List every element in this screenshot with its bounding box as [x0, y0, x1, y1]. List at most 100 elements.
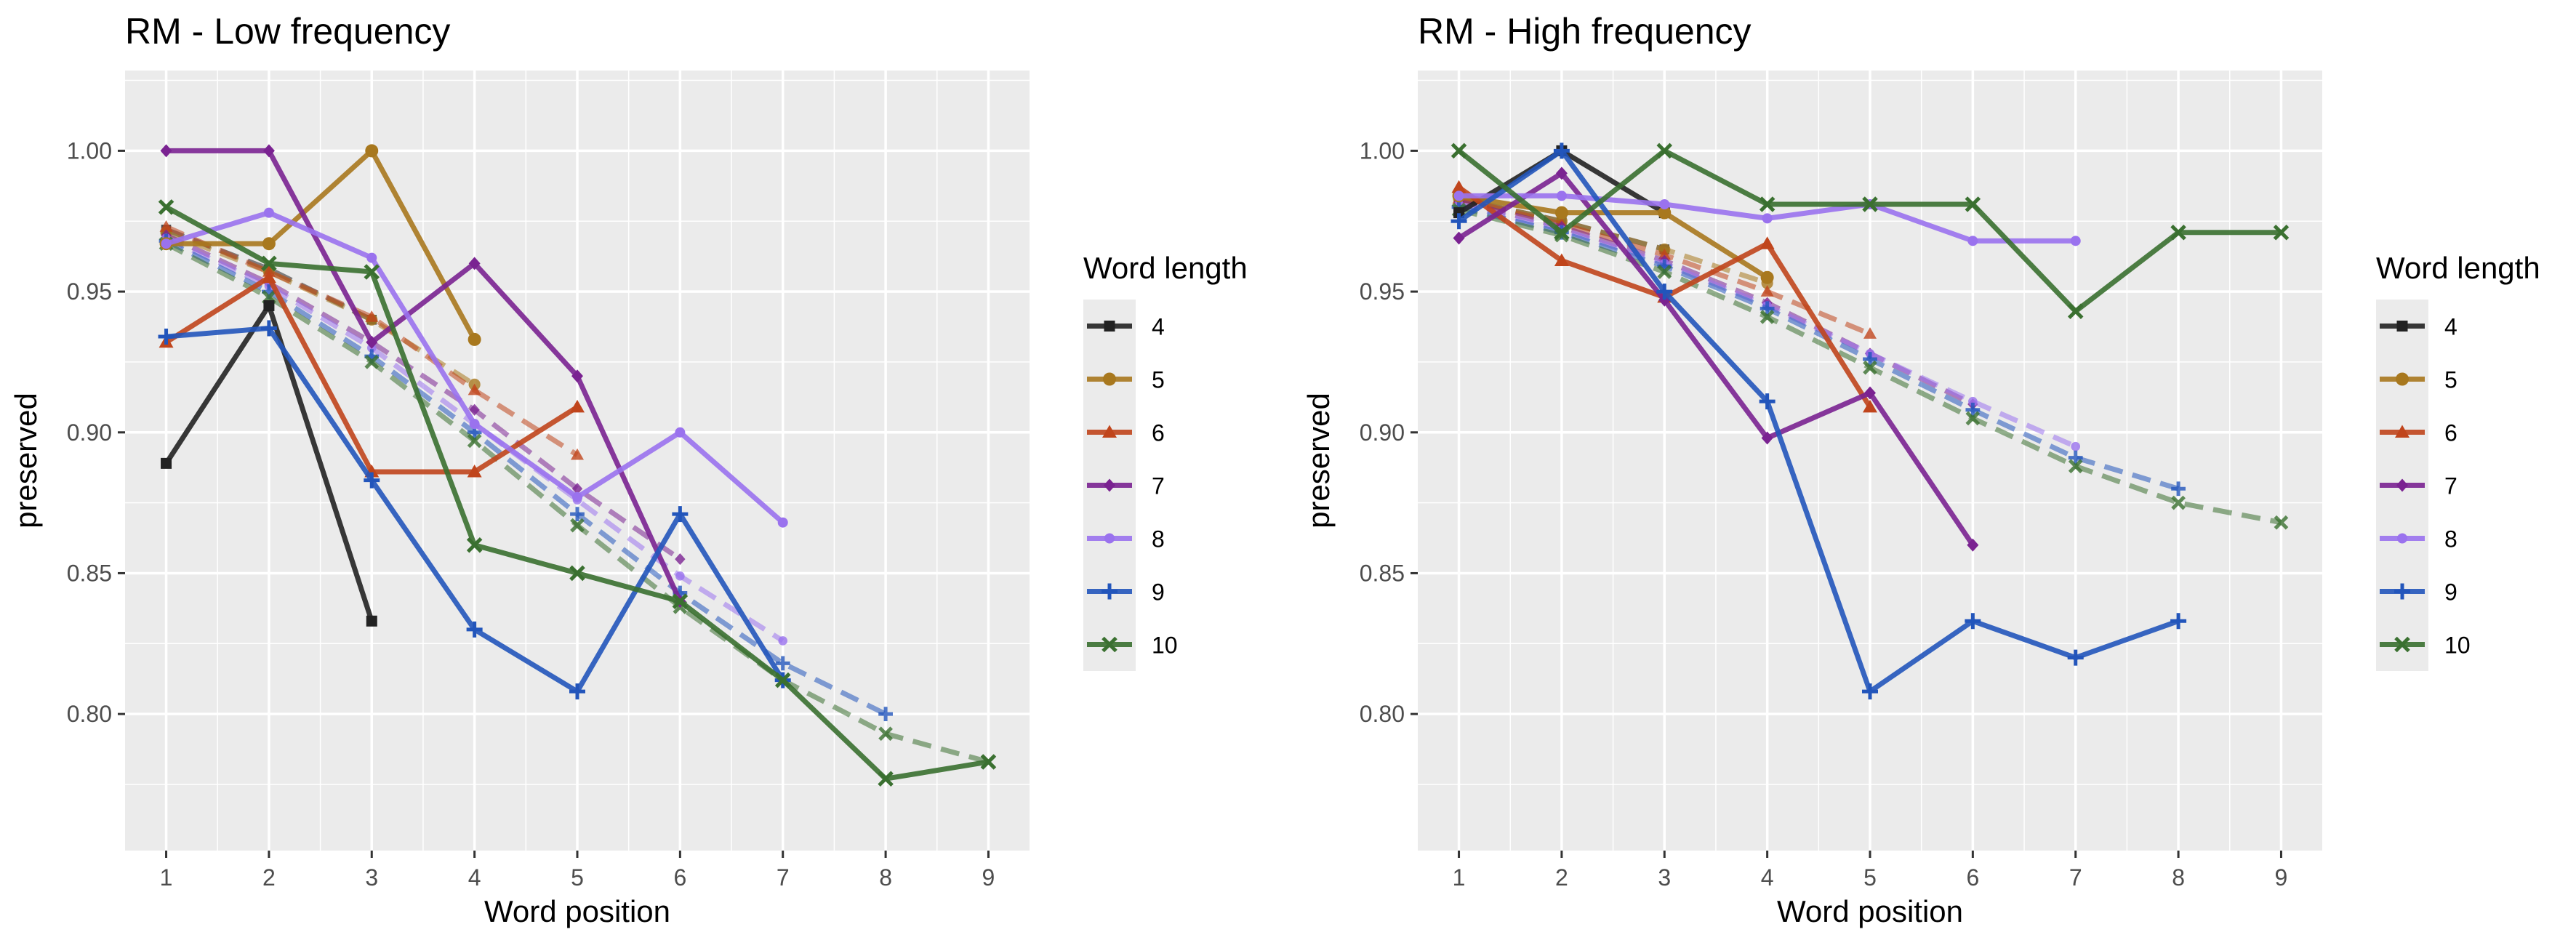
- predicted-point: [1863, 360, 1877, 375]
- observed-point: [1656, 284, 1673, 300]
- observed-line-5: [166, 148, 477, 341]
- observed-point: [2170, 224, 2186, 241]
- legend-swatch-marker: [2396, 478, 2408, 492]
- y-tick-label: 1.00: [1360, 137, 1405, 164]
- legend-swatch-marker: [2394, 583, 2410, 600]
- observed-point: [1761, 431, 1773, 445]
- observed-markers-10: [1450, 142, 2290, 319]
- predicted-point: [878, 726, 893, 742]
- predicted-point: [571, 448, 584, 460]
- legend-label: 9: [2444, 579, 2457, 606]
- x-tick-label: 5: [571, 864, 584, 891]
- predicted-point: [1965, 402, 1981, 417]
- observed-point: [161, 457, 172, 469]
- observed-point: [1862, 196, 1878, 212]
- observed-point: [2070, 236, 2081, 246]
- observed-point: [572, 491, 582, 502]
- observed-point: [672, 506, 689, 523]
- predicted-point: [2068, 450, 2083, 465]
- observed-line-7: [1457, 170, 1975, 547]
- legend-swatch-marker: [1104, 478, 1115, 492]
- observed-point: [1453, 207, 1465, 219]
- observed-point: [570, 399, 585, 413]
- observed-point: [261, 255, 277, 272]
- observed-point: [777, 517, 788, 528]
- predicted-line-9: [1458, 204, 2180, 491]
- observed-point: [1450, 142, 1467, 159]
- legend-label: 7: [1152, 473, 1165, 499]
- chart-panel-1: RM - Low frequency 1 2 3 4 5 6 7 8 9 0.80 0.85 0.90 0…: [9, 11, 1248, 928]
- legend-swatch-marker: [1102, 425, 1117, 438]
- observed-markers-9: [1450, 142, 2187, 700]
- y-tick-label: 0.95: [67, 278, 112, 305]
- predicted-point: [1863, 327, 1877, 339]
- observed-point: [366, 615, 377, 627]
- observed-point: [1658, 206, 1672, 220]
- observed-point: [2067, 649, 2084, 666]
- predicted-point: [469, 403, 480, 416]
- legend-label: 6: [1152, 420, 1165, 446]
- legend-label: 4: [2444, 314, 2457, 340]
- legend-label: 5: [1152, 367, 1165, 393]
- y-axis-label: preserved: [9, 393, 43, 529]
- observed-point: [1453, 190, 1464, 201]
- x-tick-label: 2: [262, 864, 276, 891]
- observed-point: [2170, 613, 2187, 630]
- predicted-point: [571, 483, 583, 495]
- chart-title: RM - Low frequency: [125, 11, 450, 52]
- observed-point: [260, 320, 277, 337]
- predicted-point: [2274, 515, 2289, 530]
- x-tick-label: 3: [1658, 864, 1671, 891]
- legend-title: Word length: [2376, 251, 2540, 285]
- predicted-point: [570, 507, 585, 521]
- legend-swatch-marker: [2397, 533, 2407, 544]
- predicted-point: [365, 310, 379, 322]
- x-tick-label: 1: [160, 864, 173, 891]
- observed-point: [160, 144, 172, 158]
- observed-point: [466, 621, 483, 638]
- observed-point: [1555, 166, 1568, 180]
- observed-point: [158, 329, 174, 345]
- axes: 1 2 3 4 5 6 7 8 9 0.80 0.85 0.90 0.95 1.00 Word positi…: [1301, 137, 2287, 928]
- predicted-point: [1863, 352, 1877, 366]
- observed-markers-4: [161, 300, 377, 627]
- observed-point: [1759, 196, 1775, 212]
- legend-swatch-marker: [2394, 636, 2410, 653]
- legend-swatch-marker: [1102, 636, 1118, 653]
- observed-point: [161, 238, 172, 249]
- observed-markers-9: [158, 320, 791, 700]
- observed-point: [263, 300, 275, 311]
- observed-point: [2067, 303, 2084, 319]
- predicted-line-7: [165, 233, 682, 561]
- observed-point: [1451, 180, 1466, 193]
- predicted-point: [1965, 411, 1981, 426]
- observed-point: [1967, 236, 1978, 246]
- legend-swatch-marker: [1103, 372, 1116, 386]
- legend-swatch-marker: [2396, 321, 2408, 332]
- predicted-point: [570, 518, 585, 533]
- observed-point: [1760, 270, 1774, 284]
- x-axis-label: Word position: [484, 894, 670, 928]
- predicted-point: [878, 707, 893, 722]
- legend-label: 9: [1152, 579, 1165, 606]
- predicted-point: [1657, 265, 1672, 279]
- legend-title: Word length: [1083, 251, 1248, 285]
- data-layer: [1450, 142, 2290, 700]
- observed-markers-8: [161, 207, 788, 528]
- legend-label: 8: [2444, 526, 2457, 553]
- observed-point: [262, 237, 276, 251]
- observed-point: [365, 144, 379, 158]
- predicted-point: [775, 656, 790, 671]
- predicted-point: [1760, 301, 1775, 316]
- observed-markers-10: [158, 199, 997, 787]
- observed-point: [1864, 386, 1876, 400]
- x-tick-label: 7: [777, 864, 790, 891]
- y-tick-label: 0.85: [1360, 560, 1405, 586]
- observed-point: [1450, 213, 1467, 230]
- legend-label: 8: [1152, 526, 1165, 553]
- y-tick-label: 0.80: [1360, 701, 1405, 727]
- observed-point: [261, 270, 276, 284]
- observed-point: [158, 199, 174, 215]
- data-layer: [158, 144, 997, 787]
- predicted-point: [468, 383, 481, 395]
